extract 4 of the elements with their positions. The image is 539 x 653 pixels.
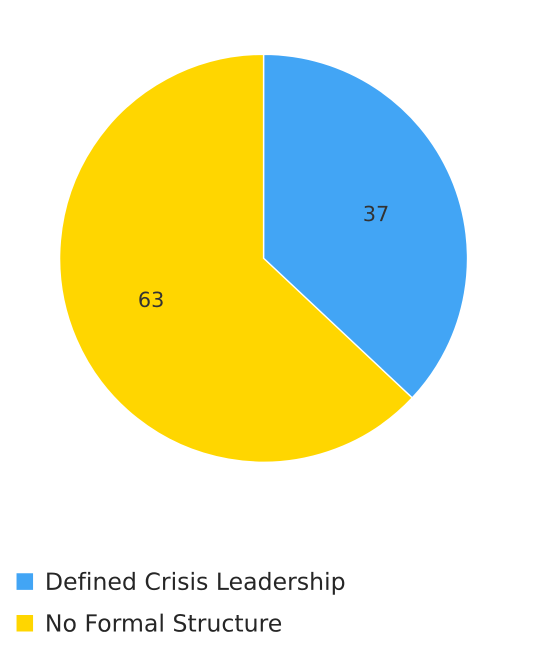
data-label: 63	[139, 291, 163, 308]
legend-label: Defined Crisis Leadership	[47, 572, 344, 595]
legend-label: No Formal Structure	[47, 614, 282, 632]
data-label: 37	[364, 206, 388, 222]
